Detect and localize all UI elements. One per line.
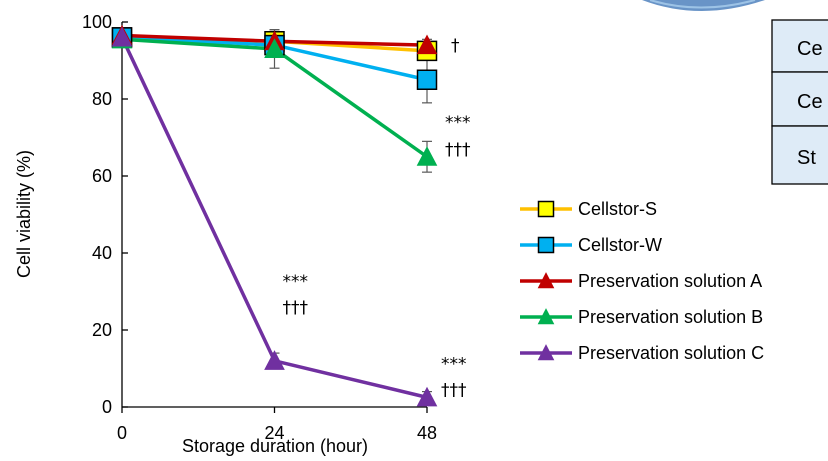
y-tick-label: 40	[92, 243, 112, 263]
x-tick-label: 0	[117, 423, 127, 443]
square-marker	[416, 69, 438, 90]
legend-label: Preservation solution C	[578, 343, 764, 363]
x-ticks: 0 24 48	[117, 407, 437, 443]
decorative-shape-highlight	[649, 0, 756, 9]
square-marker	[537, 200, 555, 218]
y-tick-label: 20	[92, 320, 112, 340]
x-tick-label: 48	[417, 423, 437, 443]
y-tick-label: 100	[82, 12, 112, 32]
table-fragment: Ce Ce St	[771, 19, 828, 185]
table-cell-text: Ce	[797, 91, 823, 113]
triangle-marker	[416, 146, 438, 166]
triangle-marker	[537, 308, 555, 325]
significance-marker: †††	[441, 380, 467, 400]
series-line	[120, 36, 428, 400]
table-cell	[771, 125, 828, 185]
decorative-shape	[642, 0, 765, 11]
triangle-marker	[537, 272, 555, 289]
legend-label: Preservation solution A	[578, 271, 762, 291]
y-tick-label: 0	[102, 397, 112, 417]
significance-marker: †††	[283, 298, 309, 318]
table-cell	[771, 19, 828, 73]
significance-annotations: † *** ††† *** ††† *** †††	[283, 36, 472, 400]
error-bars	[117, 29, 432, 404]
triangle-marker	[416, 34, 438, 55]
legend-label: Cellstor-W	[578, 235, 662, 255]
x-tick-label: 24	[264, 423, 284, 443]
significance-marker: †	[451, 36, 460, 56]
significance-marker: ***	[445, 113, 471, 133]
significance-marker: ***	[283, 272, 309, 292]
y-ticks: 0 20 40 60 80 100	[82, 12, 128, 417]
triangle-marker	[537, 344, 555, 361]
significance-marker: ***	[441, 354, 467, 374]
triangle-marker	[111, 26, 133, 47]
significance-marker: †††	[445, 140, 471, 160]
series-lines	[120, 33, 429, 400]
y-tick-label: 60	[92, 166, 112, 186]
x-axis-title: Storage duration (hour)	[182, 436, 368, 456]
y-axis-title: Cell viability (%)	[14, 150, 34, 278]
legend-label: Preservation solution B	[578, 307, 763, 327]
square-marker	[537, 236, 555, 254]
legend-label: Cellstor-S	[578, 199, 657, 219]
table-cell-text: St	[797, 147, 816, 169]
triangle-marker	[264, 350, 285, 370]
series-markers	[111, 24, 438, 407]
triangle-marker	[264, 38, 285, 58]
triangle-marker	[416, 386, 438, 407]
legend: Cellstor-S Cellstor-W Preservation solutio…	[520, 199, 764, 363]
y-tick-label: 80	[92, 89, 112, 109]
table-cell-text: Ce	[797, 38, 823, 60]
